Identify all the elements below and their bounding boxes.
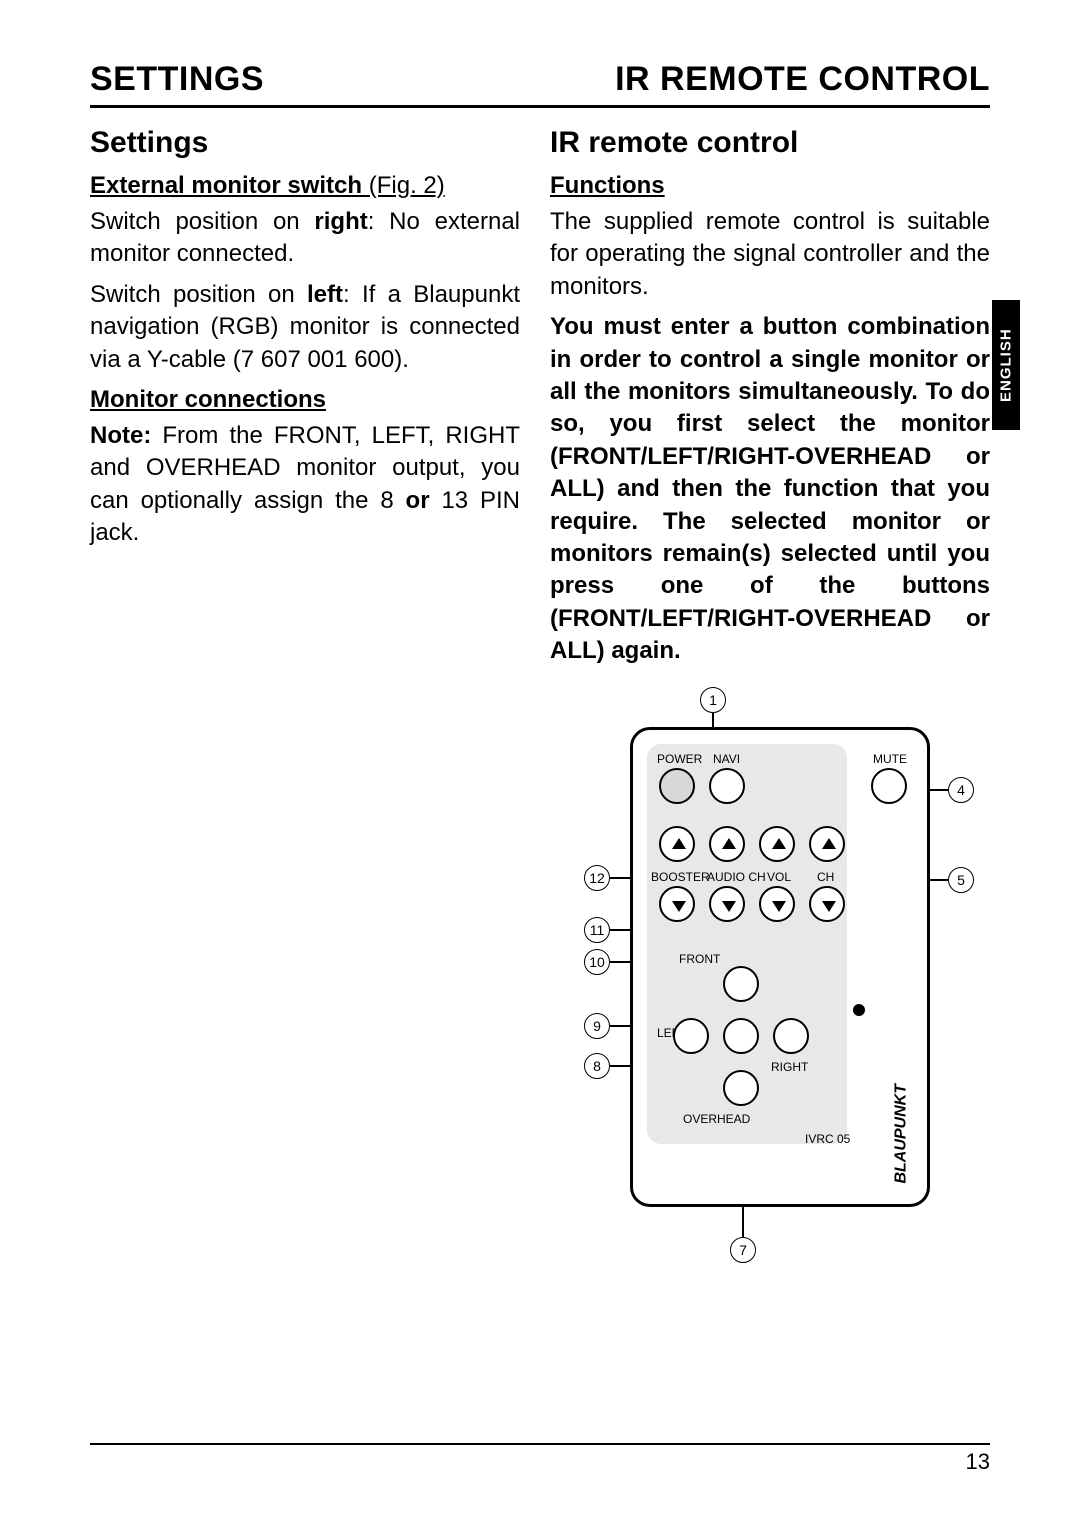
footer-rule bbox=[90, 1443, 990, 1445]
label-right: RIGHT bbox=[771, 1060, 808, 1074]
callout-1: 1 bbox=[700, 687, 726, 713]
label-overhead: OVERHEAD bbox=[683, 1112, 750, 1126]
label-power: POWER bbox=[657, 752, 702, 766]
switch-right-paragraph: Switch position on right: No external mo… bbox=[90, 206, 520, 271]
header-right: IR REMOTE CONTROL bbox=[615, 60, 990, 99]
functions-heading: Functions bbox=[550, 172, 990, 200]
remote-body: POWER NAVI MUTE BOOSTER AUDIO CH VOL CH bbox=[630, 727, 930, 1207]
model-label: IVRC 05 bbox=[805, 1132, 850, 1146]
left-column: Settings External monitor switch (Fig. 2… bbox=[90, 126, 520, 1287]
language-tab: ENGLISH bbox=[992, 300, 1020, 430]
mute-button bbox=[871, 768, 907, 804]
label-audioch: AUDIO CH bbox=[707, 870, 766, 884]
label-ch: CH bbox=[817, 870, 834, 884]
header-left: SETTINGS bbox=[90, 60, 264, 99]
monitor-connections-paragraph: Note: From the FRONT, LEFT, RIGHT and OV… bbox=[90, 420, 520, 550]
switch-left-paragraph: Switch position on left: If a Blaupunkt … bbox=[90, 279, 520, 376]
external-monitor-switch-heading: External monitor switch (Fig. 2) bbox=[90, 172, 520, 200]
label-mute: MUTE bbox=[873, 752, 907, 766]
label-navi: NAVI bbox=[713, 752, 740, 766]
callout-4: 4 bbox=[948, 777, 974, 803]
monitor-connections-heading: Monitor connections bbox=[90, 386, 520, 414]
callout-7: 7 bbox=[730, 1237, 756, 1263]
right-column: IR remote control Functions The supplied… bbox=[550, 126, 990, 1287]
callout-5: 5 bbox=[948, 867, 974, 893]
callout-9: 9 bbox=[584, 1013, 610, 1039]
functions-bold-paragraph: You must enter a button combination in o… bbox=[550, 311, 990, 667]
callout-11: 11 bbox=[584, 917, 610, 943]
callout-12: 12 bbox=[584, 865, 610, 891]
ir-remote-title: IR remote control bbox=[550, 126, 990, 160]
brand-label: BLAUPUNKT bbox=[893, 1084, 911, 1184]
settings-title: Settings bbox=[90, 126, 520, 160]
brand-dot-icon bbox=[853, 1004, 865, 1016]
page-number: 13 bbox=[966, 1449, 990, 1475]
label-vol: VOL bbox=[767, 870, 791, 884]
label-booster: BOOSTER bbox=[651, 870, 710, 884]
page-header: SETTINGS IR REMOTE CONTROL bbox=[90, 60, 990, 108]
callout-10: 10 bbox=[584, 949, 610, 975]
callout-8: 8 bbox=[584, 1053, 610, 1079]
label-front: FRONT bbox=[679, 952, 720, 966]
remote-diagram: 1 POWER NAVI MUTE bbox=[550, 687, 990, 1287]
functions-intro: The supplied remote control is suitable … bbox=[550, 206, 990, 303]
